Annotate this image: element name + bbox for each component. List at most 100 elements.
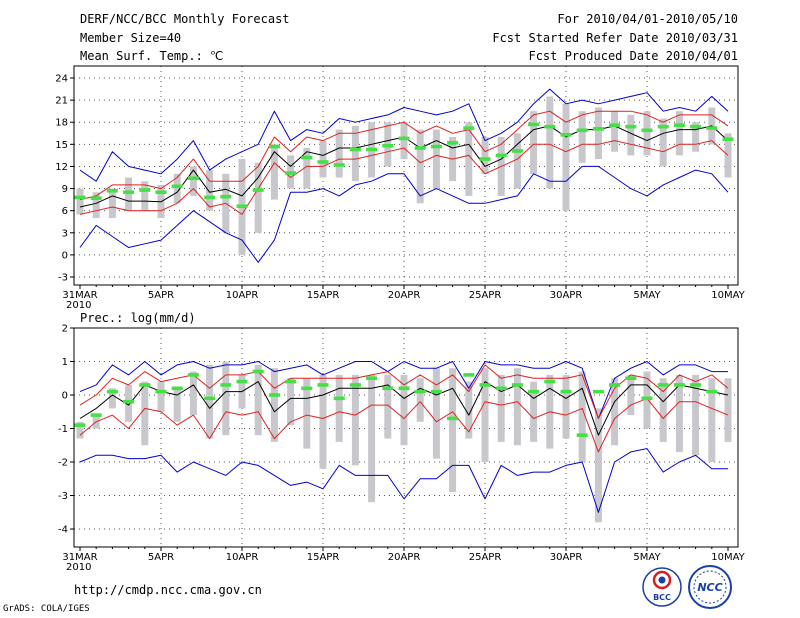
- observed-marker: [447, 416, 459, 421]
- observed-marker: [171, 386, 183, 391]
- spread-box: [76, 421, 84, 439]
- x-tick-year-label: 2010: [66, 300, 91, 311]
- observed-marker: [479, 157, 491, 161]
- observed-marker: [657, 124, 669, 129]
- observed-marker: [673, 383, 685, 387]
- spread-box: [76, 188, 84, 215]
- spread-box: [92, 192, 100, 219]
- spread-box: [416, 129, 424, 204]
- x-tick-label: 31MAR: [62, 290, 97, 301]
- spread-box: [675, 111, 683, 156]
- spread-box: [141, 181, 149, 211]
- observed-marker: [317, 383, 329, 387]
- observed-marker: [528, 122, 540, 127]
- observed-marker: [495, 386, 507, 391]
- observed-marker: [414, 146, 426, 150]
- spread-box: [270, 368, 278, 442]
- spread-box: [157, 381, 165, 412]
- spread-box: [416, 378, 424, 422]
- observed-marker: [592, 127, 604, 131]
- ncc-logo: NCC: [688, 565, 732, 609]
- observed-marker: [252, 369, 264, 374]
- spread-box: [206, 170, 214, 211]
- mean-minus-sd-line: [79, 397, 729, 453]
- bcc-logo-text: BCC: [653, 593, 671, 602]
- observed-marker: [139, 188, 151, 192]
- observed-marker: [220, 194, 232, 199]
- x-tick-label: 10MAY: [711, 290, 745, 301]
- observed-marker: [560, 132, 572, 137]
- x-tick-label: 15APR: [307, 552, 340, 563]
- y-tick-label: -3: [58, 273, 68, 284]
- ncc-logo-inner-ring: [693, 570, 727, 604]
- observed-marker: [398, 136, 410, 141]
- min-line: [79, 448, 728, 513]
- y-tick-label: 0: [62, 391, 68, 402]
- observed-marker: [544, 124, 556, 129]
- ncc-logo-text: NCC: [697, 581, 722, 594]
- observed-marker: [268, 393, 280, 397]
- observed-marker: [171, 184, 183, 189]
- observed-marker: [576, 128, 588, 133]
- observed-marker: [155, 389, 167, 394]
- spread-box: [303, 378, 311, 449]
- observed-marker: [106, 389, 118, 394]
- observed-marker: [139, 383, 151, 387]
- x-tick-label: 30APR: [550, 552, 583, 563]
- spread-box: [643, 111, 651, 156]
- max-line: [79, 361, 728, 419]
- mean-plus-sd-line: [79, 110, 729, 201]
- observed-marker: [609, 123, 621, 127]
- observed-marker: [690, 383, 702, 387]
- observed-marker: [690, 124, 702, 129]
- y-tick-label: -1: [58, 424, 68, 435]
- observed-marker: [285, 171, 297, 175]
- spread-box: [562, 374, 570, 439]
- spread-box: [611, 378, 619, 446]
- source-url[interactable]: http://cmdp.ncc.cma.gov.cn: [74, 583, 262, 597]
- observed-marker: [349, 383, 361, 387]
- spread-box: [724, 378, 732, 442]
- spread-box: [432, 368, 440, 459]
- plot-frame: [73, 327, 739, 548]
- y-tick-label: -3: [58, 491, 68, 502]
- grads-credit: GrADS: COLA/IGES: [3, 604, 90, 614]
- plot-frame: [73, 65, 739, 286]
- spread-box: [335, 129, 343, 178]
- spread-box: [206, 364, 214, 439]
- observed-marker: [187, 176, 199, 181]
- observed-marker: [544, 379, 556, 384]
- x-tick-label: 5APR: [148, 290, 174, 301]
- y-tick-label: 24: [55, 74, 68, 85]
- observed-marker: [576, 433, 588, 437]
- spread-box: [675, 374, 683, 452]
- spread-box: [465, 122, 473, 196]
- observed-marker: [204, 195, 216, 200]
- spread-box: [319, 374, 327, 469]
- y-tick-label: 12: [55, 162, 68, 173]
- x-tick-label: 25APR: [469, 290, 502, 301]
- x-tick-label: 10MAY: [711, 552, 745, 563]
- observed-marker: [106, 188, 118, 193]
- observed-marker: [609, 383, 621, 387]
- observed-marker: [463, 373, 475, 377]
- spread-box: [497, 374, 505, 442]
- spread-box: [173, 173, 181, 204]
- observed-marker: [528, 389, 540, 394]
- x-tick-label: 31MAR: [62, 552, 97, 563]
- observed-marker: [74, 195, 86, 200]
- spread-box: [594, 408, 602, 523]
- observed-marker: [90, 196, 102, 200]
- spread-box: [627, 374, 635, 416]
- forecast-period: For 2010/04/01-2010/05/10: [557, 12, 738, 26]
- x-tick-label: 10APR: [226, 552, 259, 563]
- spread-box: [659, 118, 667, 167]
- spread-box: [173, 388, 181, 422]
- observed-marker: [155, 190, 167, 195]
- observed-marker: [74, 423, 86, 427]
- spread-box: [627, 114, 635, 156]
- mean-minus-sd-line: [79, 140, 729, 215]
- spread-box: [270, 144, 278, 200]
- spread-box: [125, 177, 133, 211]
